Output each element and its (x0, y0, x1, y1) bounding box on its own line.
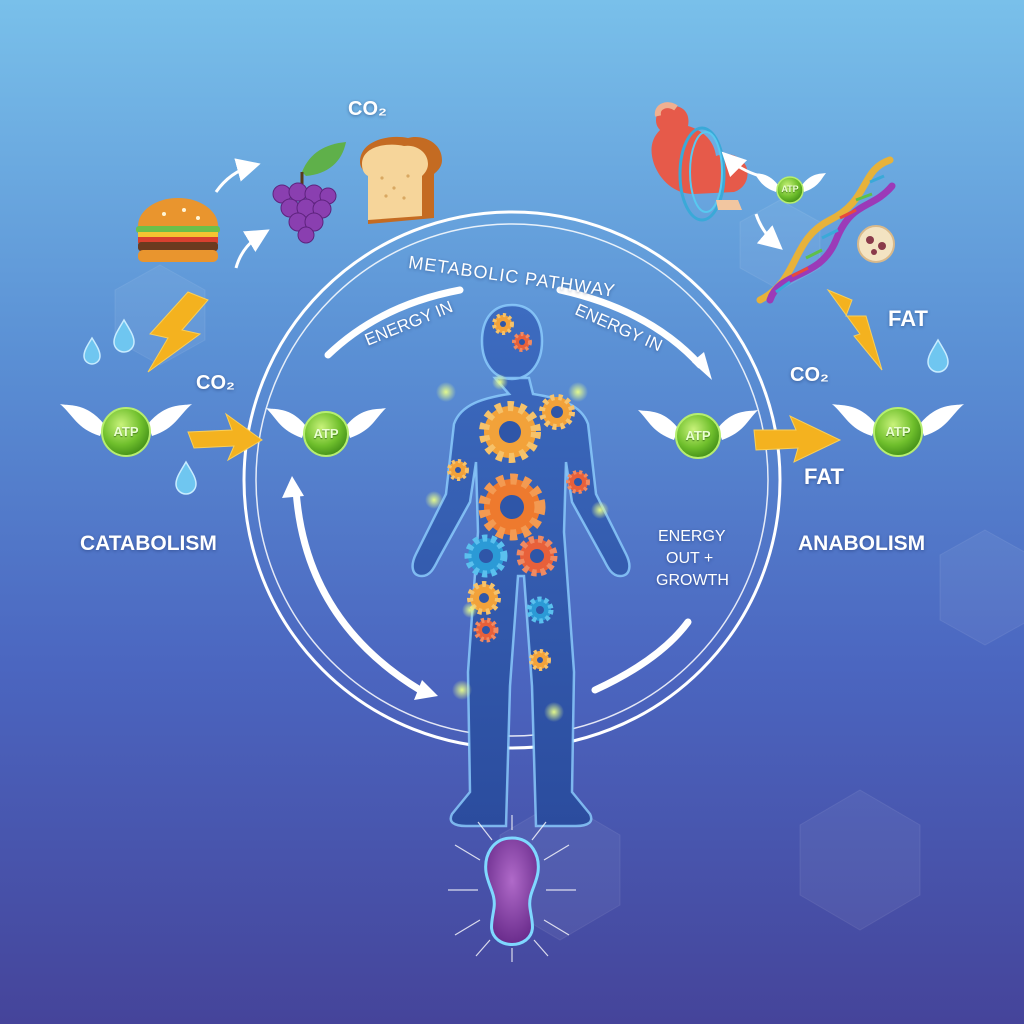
food-flow-arrows (214, 158, 270, 269)
atp-label-right: ATP (885, 424, 911, 439)
energy-out-line1: ENERGY (658, 528, 726, 545)
energy-in-right-arrow (556, 286, 704, 369)
arrowheads (282, 352, 712, 700)
atp-label-small: ATP (781, 184, 799, 194)
dna-icon (756, 156, 896, 304)
water-drop-icon (83, 318, 949, 495)
burger-icon (136, 198, 220, 262)
lightning-icon (147, 288, 883, 463)
cell-icon (448, 815, 576, 962)
energy-out-line3: GROWTH (656, 572, 729, 589)
atp-label-left: ATP (113, 424, 139, 439)
grapes-icon (272, 142, 346, 244)
gear-icon (447, 313, 590, 671)
atp-molecule-inner-right (638, 410, 758, 459)
catabolism-label: CATABOLISM (80, 532, 217, 555)
energy-out-line2: OUT + (666, 550, 714, 567)
metabolic-ring (242, 210, 782, 750)
cell-icon (857, 225, 895, 263)
energy-glow-dots (425, 374, 609, 722)
co2-top-label: CO₂ (348, 98, 387, 120)
right-return-arrow (591, 618, 692, 694)
atp-molecule-left (60, 404, 192, 457)
anabolism-label: ANABOLISM (798, 532, 926, 555)
bread-icon (360, 136, 442, 225)
cycle-arrows (292, 286, 704, 694)
energy-in-left-arrow (324, 286, 464, 359)
atp-label-inner-left: ATP (313, 426, 339, 441)
atp-molecule-right (832, 404, 964, 457)
atp-molecule-inner-left (266, 408, 386, 457)
co2-left-label: CO₂ (196, 372, 235, 394)
co2-right-label: CO₂ (790, 364, 829, 386)
atp-label-inner-right: ATP (685, 428, 711, 443)
fat-mid-label: FAT (804, 464, 844, 489)
fat-top-label: FAT (888, 306, 928, 331)
atp-molecule-small (754, 173, 826, 204)
human-body (411, 303, 631, 828)
left-return-arrow (292, 486, 424, 694)
